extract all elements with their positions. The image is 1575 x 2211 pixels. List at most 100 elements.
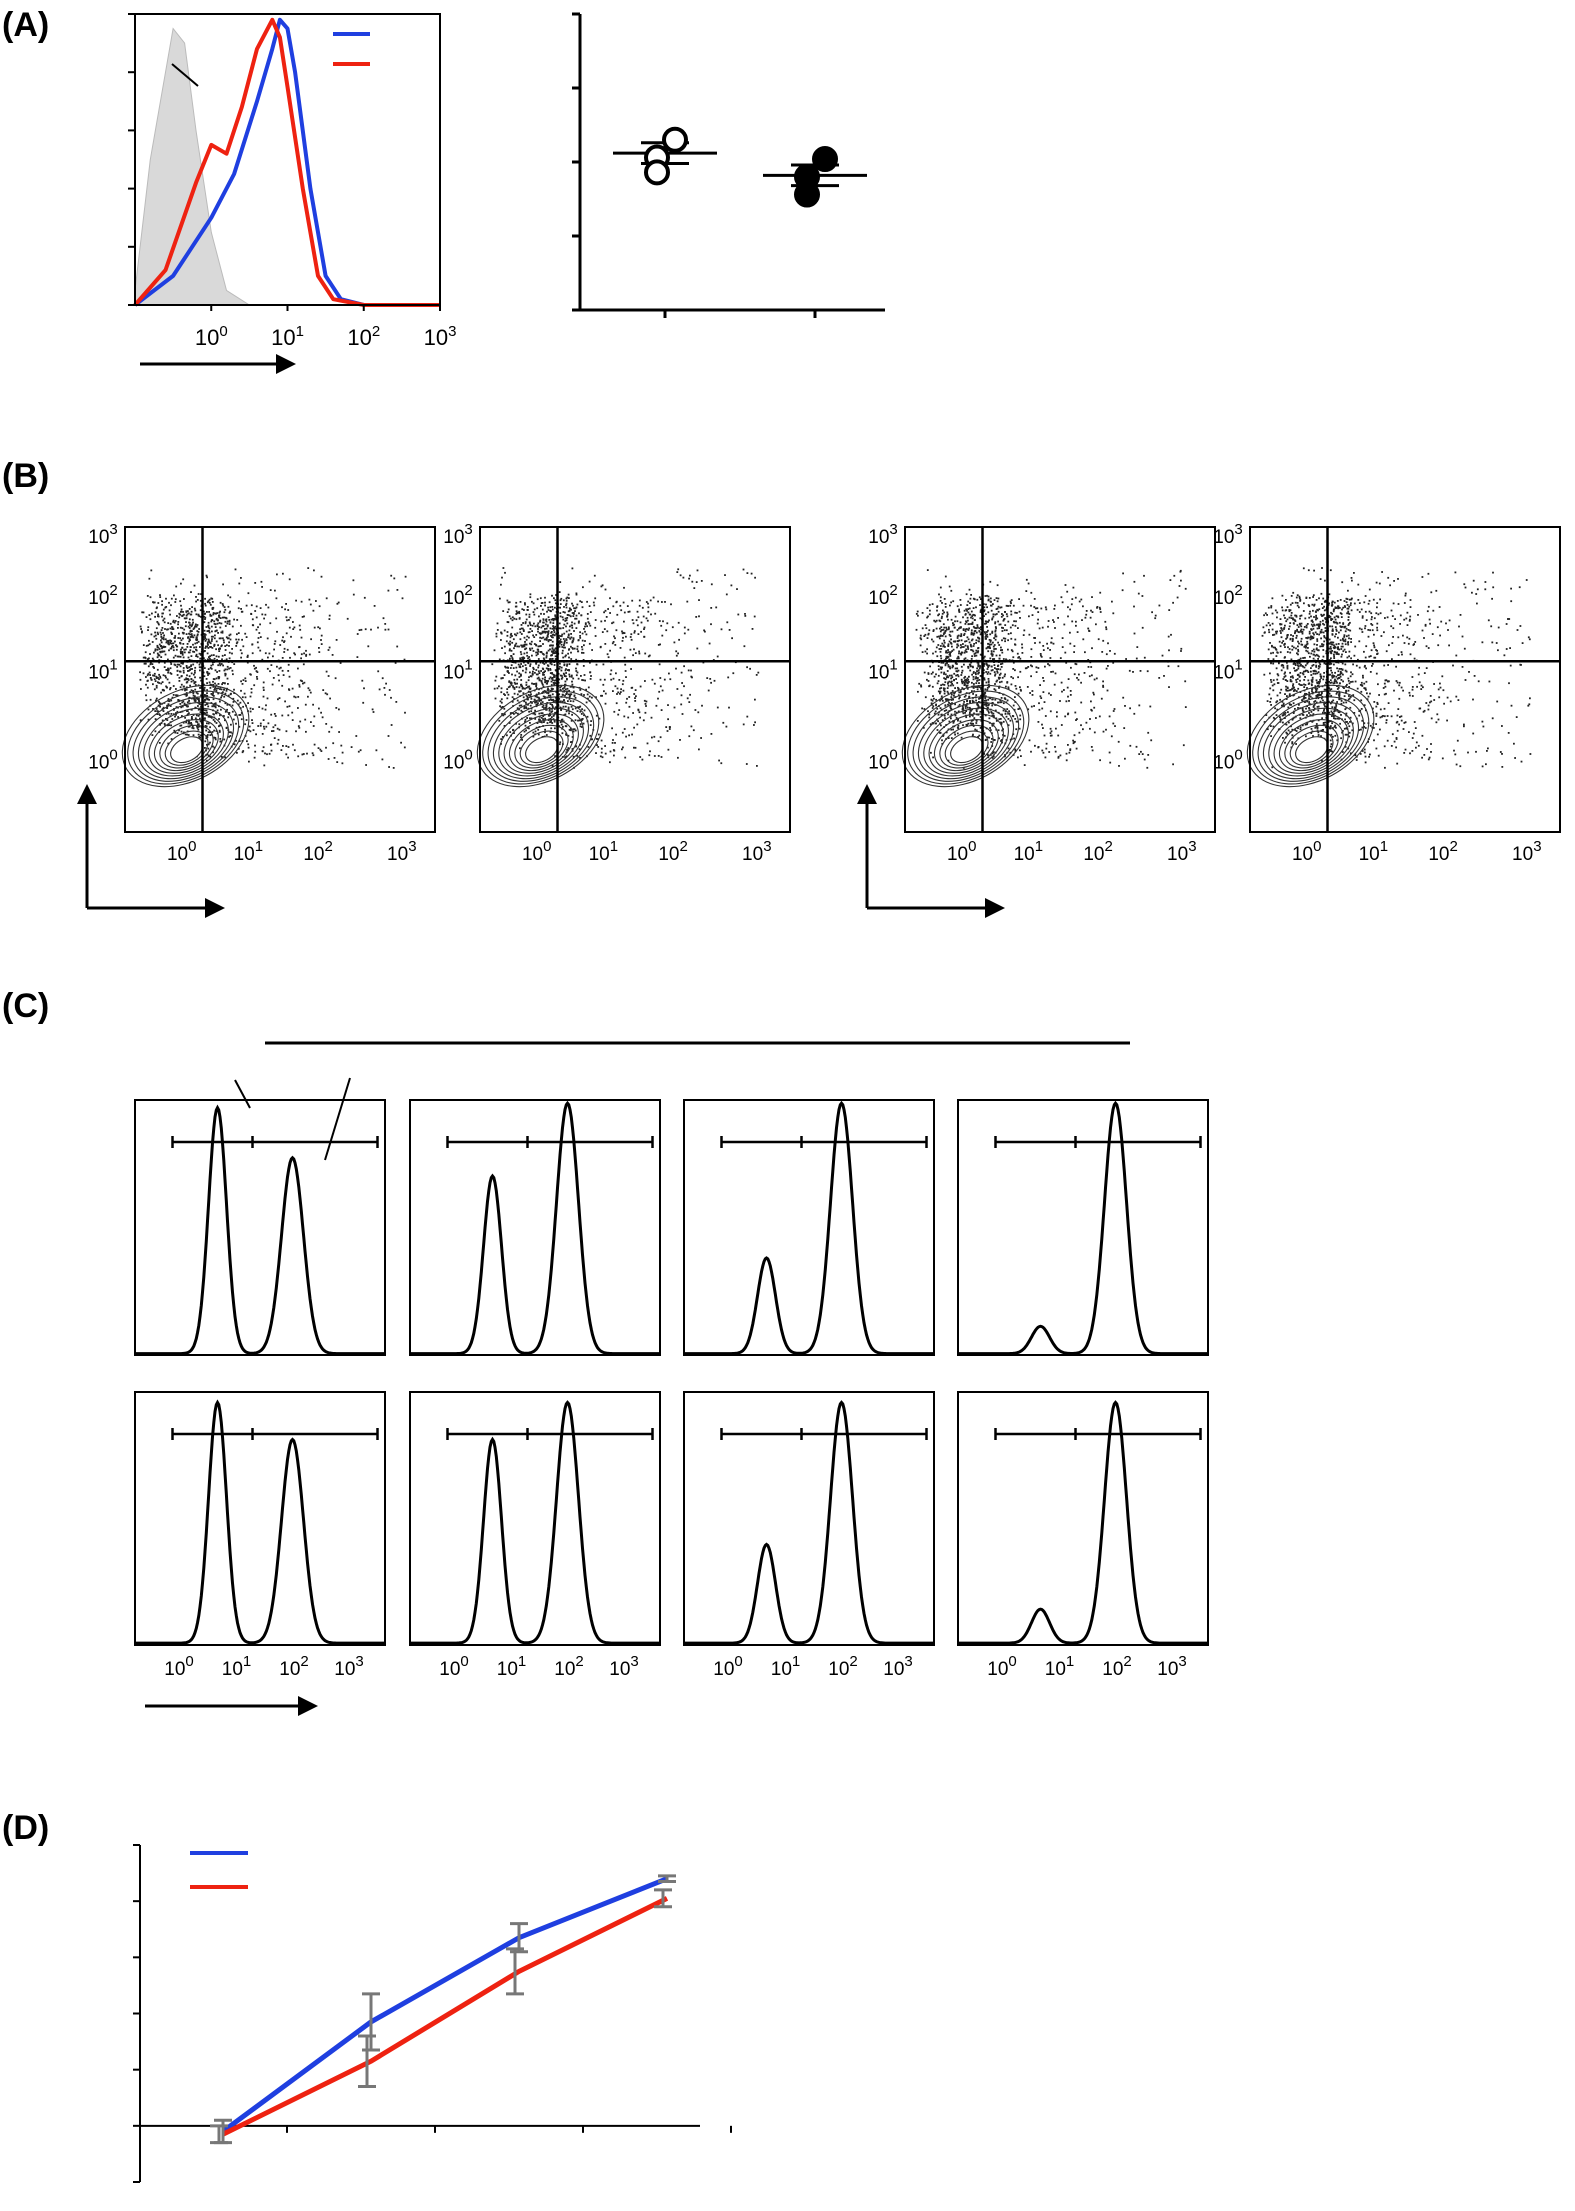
event-dot	[226, 703, 229, 706]
event-dot	[568, 629, 571, 632]
event-dot	[989, 600, 992, 603]
event-dot	[1067, 606, 1069, 609]
data-point-dgln	[812, 146, 838, 173]
event-dot	[189, 624, 191, 626]
event-dot	[565, 604, 567, 606]
event-dot	[957, 640, 959, 643]
event-dot	[511, 657, 514, 659]
event-dot	[181, 646, 184, 649]
y-tick-label-exponent: 0	[109, 747, 117, 764]
event-dot	[163, 722, 166, 725]
event-dot	[929, 609, 931, 612]
event-dot	[390, 574, 393, 577]
event-dot	[976, 651, 979, 653]
event-dot	[997, 701, 999, 704]
event-dot	[609, 597, 611, 600]
event-dot	[554, 599, 557, 602]
event-dot	[943, 684, 946, 686]
event-dot	[200, 653, 202, 655]
event-dot	[148, 577, 151, 580]
density-contour	[933, 719, 999, 772]
event-dot	[521, 659, 523, 661]
density-contour	[907, 690, 1025, 785]
event-dot	[1053, 608, 1056, 610]
event-dot	[236, 751, 238, 754]
event-dot	[182, 721, 185, 724]
event-dot	[926, 607, 929, 609]
event-dot	[993, 688, 996, 690]
series-line-dgln	[133, 17, 440, 307]
event-dot	[564, 611, 566, 614]
event-dot	[562, 646, 565, 649]
event-dot	[206, 645, 209, 648]
event-dot	[182, 656, 185, 659]
event-dot	[957, 669, 960, 672]
event-dot	[661, 689, 664, 692]
event-dot	[586, 625, 588, 628]
event-dot	[499, 597, 501, 600]
event-dot	[982, 657, 985, 659]
event-dot	[968, 588, 971, 591]
event-dot	[153, 651, 155, 654]
event-dot	[537, 622, 540, 625]
event-dot	[519, 631, 522, 634]
event-dot	[985, 705, 988, 707]
event-dot	[519, 747, 521, 750]
event-dot	[575, 674, 578, 677]
event-dot	[538, 672, 541, 674]
event-dot	[218, 650, 221, 652]
event-dot	[565, 606, 568, 609]
event-dot	[945, 699, 948, 702]
event-dot	[590, 720, 592, 722]
event-dot	[152, 708, 154, 710]
event-dot	[1019, 714, 1022, 717]
event-dot	[162, 608, 165, 611]
event-dot	[1139, 670, 1142, 672]
event-dot	[552, 698, 554, 701]
event-dot	[164, 638, 167, 641]
event-dot	[1069, 749, 1072, 752]
event-dot	[515, 711, 517, 714]
panel-label-b: (B)	[2, 457, 49, 495]
event-dot	[145, 699, 148, 702]
event-dot	[525, 701, 527, 704]
event-dot	[677, 621, 680, 624]
event-dot	[242, 679, 245, 681]
event-dot	[371, 708, 374, 711]
event-dot	[535, 651, 537, 654]
event-dot	[187, 610, 189, 612]
event-dot	[1070, 603, 1073, 606]
event-dot	[968, 706, 971, 709]
event-dot	[963, 663, 965, 666]
event-dot	[250, 613, 253, 615]
event-dot	[971, 638, 974, 641]
event-dot	[1070, 666, 1072, 669]
event-dot	[551, 647, 554, 650]
event-dot	[563, 664, 566, 667]
event-dot	[510, 684, 513, 686]
event-dot	[633, 746, 635, 749]
event-dot	[550, 719, 552, 722]
event-dot	[979, 628, 982, 631]
event-dot	[573, 630, 575, 632]
event-dot	[534, 730, 537, 733]
event-dot	[567, 734, 570, 737]
event-dot	[992, 603, 994, 605]
event-dot	[157, 654, 160, 657]
event-dot	[183, 613, 185, 616]
event-dot	[602, 663, 605, 666]
event-dot	[972, 678, 975, 681]
event-dot	[227, 637, 230, 640]
event-dot	[525, 643, 528, 646]
event-dot	[558, 637, 560, 639]
event-dot	[541, 630, 544, 633]
event-dot	[958, 650, 960, 653]
event-dot	[949, 630, 952, 633]
event-dot	[525, 638, 528, 641]
event-dot	[336, 602, 339, 605]
event-dot	[213, 746, 216, 749]
event-dot	[597, 733, 600, 736]
event-dot	[604, 702, 607, 705]
event-dot	[677, 652, 679, 655]
event-dot	[501, 713, 503, 715]
